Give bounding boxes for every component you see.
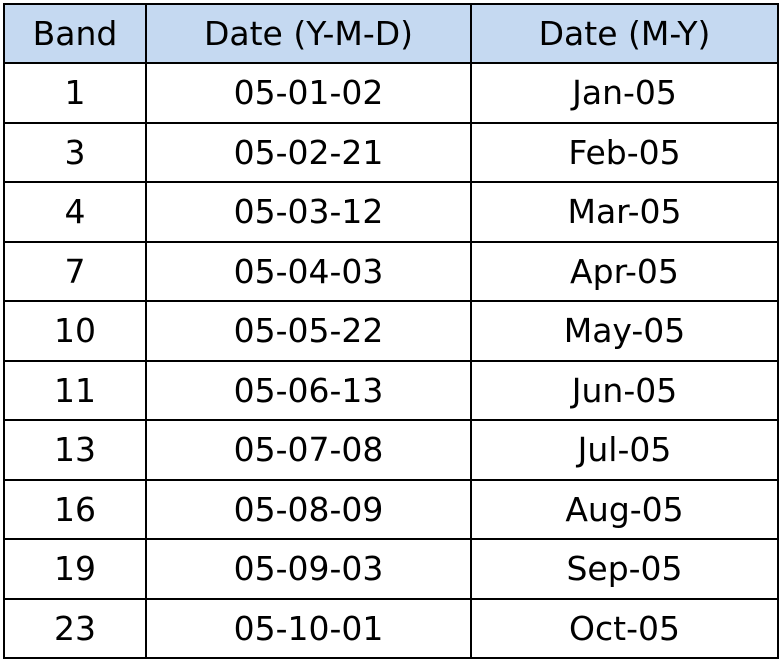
table-row: 11 05-06-13 Jun-05 — [3, 359, 779, 421]
cell-date-my: Sep-05 — [470, 538, 779, 600]
cell-date-my: Feb-05 — [470, 121, 779, 183]
cell-band: 16 — [3, 478, 147, 540]
table-row: 7 05-04-03 Apr-05 — [3, 240, 779, 302]
cell-date-my: Oct-05 — [470, 597, 779, 659]
cell-date-ymd: 05-08-09 — [145, 478, 472, 540]
table-row: 1 05-01-02 Jan-05 — [3, 62, 779, 124]
header-date-my: Date (M-Y) — [470, 3, 779, 64]
cell-date-ymd: 05-02-21 — [145, 121, 472, 183]
table-row: 19 05-09-03 Sep-05 — [3, 538, 779, 600]
cell-band: 13 — [3, 419, 147, 481]
cell-date-my: Jun-05 — [470, 359, 779, 421]
cell-date-ymd: 05-04-03 — [145, 240, 472, 302]
cell-date-my: Jan-05 — [470, 62, 779, 124]
cell-band: 19 — [3, 538, 147, 600]
band-date-table: Band Date (Y-M-D) Date (M-Y) 1 05-01-02 … — [3, 3, 779, 659]
table-row: 16 05-08-09 Aug-05 — [3, 478, 779, 540]
band-date-table-container: Band Date (Y-M-D) Date (M-Y) 1 05-01-02 … — [3, 3, 779, 659]
cell-band: 11 — [3, 359, 147, 421]
cell-date-my: May-05 — [470, 300, 779, 362]
cell-date-ymd: 05-01-02 — [145, 62, 472, 124]
table-row: 3 05-02-21 Feb-05 — [3, 121, 779, 183]
table-header-row: Band Date (Y-M-D) Date (M-Y) — [3, 3, 779, 64]
table-row: 13 05-07-08 Jul-05 — [3, 419, 779, 481]
cell-band: 7 — [3, 240, 147, 302]
cell-date-my: Aug-05 — [470, 478, 779, 540]
header-band: Band — [3, 3, 147, 64]
cell-date-my: Apr-05 — [470, 240, 779, 302]
cell-date-ymd: 05-10-01 — [145, 597, 472, 659]
cell-date-my: Jul-05 — [470, 419, 779, 481]
cell-band: 4 — [3, 181, 147, 243]
header-date-ymd: Date (Y-M-D) — [145, 3, 472, 64]
table-row: 4 05-03-12 Mar-05 — [3, 181, 779, 243]
table-row: 23 05-10-01 Oct-05 — [3, 597, 779, 659]
cell-band: 1 — [3, 62, 147, 124]
cell-band: 3 — [3, 121, 147, 183]
cell-band: 23 — [3, 597, 147, 659]
cell-band: 10 — [3, 300, 147, 362]
table-row: 10 05-05-22 May-05 — [3, 300, 779, 362]
cell-date-ymd: 05-05-22 — [145, 300, 472, 362]
cell-date-ymd: 05-09-03 — [145, 538, 472, 600]
cell-date-ymd: 05-06-13 — [145, 359, 472, 421]
cell-date-my: Mar-05 — [470, 181, 779, 243]
cell-date-ymd: 05-07-08 — [145, 419, 472, 481]
cell-date-ymd: 05-03-12 — [145, 181, 472, 243]
